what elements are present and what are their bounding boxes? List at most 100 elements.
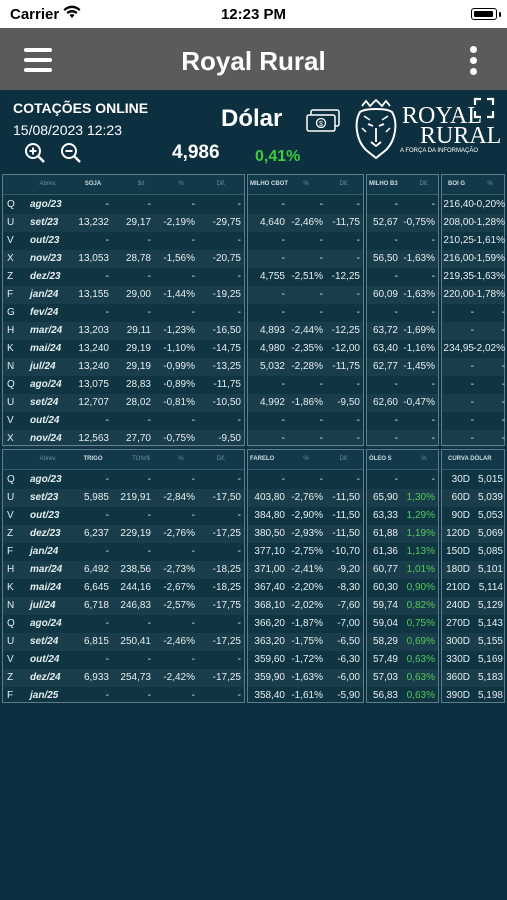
quote-cell: 208,00 (443, 217, 474, 228)
table-row: --- (248, 471, 363, 489)
quote-cell: -1,63% (291, 672, 323, 683)
quote-cell: -11,75 (332, 217, 360, 228)
quote-cell: - (237, 510, 241, 521)
quote-cell: -2,46% (163, 636, 195, 647)
zoom-in-icon[interactable] (24, 142, 46, 164)
quote-cell: -17,50 (212, 492, 241, 503)
contract-month: jan/24 (30, 546, 59, 557)
quote-cell: -1,72% (291, 654, 323, 665)
quote-cell: - (501, 307, 505, 318)
quote-cell: 1,19% (406, 528, 435, 539)
contract-code: Z (7, 528, 14, 539)
quote-cell: - (147, 618, 151, 629)
quote-cell: - (356, 433, 360, 444)
quote-cell: - (501, 325, 505, 336)
fullscreen-icon[interactable] (472, 96, 496, 120)
royal-rural-logo: ROYAL RURAL A FORÇA DA INFORMAÇÃO (352, 98, 501, 168)
quote-cell: -18,25 (212, 582, 241, 593)
contract-month: ago/24 (30, 379, 62, 390)
quote-cell: - (237, 654, 241, 665)
column-header: Abrev. (39, 181, 57, 187)
column-header: FARELO (250, 456, 275, 462)
quote-cell: -11,50 (332, 492, 360, 503)
table-row: 4,980 -2,35% -12,00 (248, 340, 363, 358)
more-options-icon[interactable] (469, 46, 477, 76)
table-row: 359,60 -1,72% -6,30 (248, 651, 363, 669)
quote-cell: -2,42% (163, 672, 195, 683)
quote-cell: 58,29 (372, 636, 398, 647)
quote-cell: -17,25 (212, 672, 241, 683)
quote-cell: - (105, 690, 109, 701)
quote-cell: -2,67% (163, 582, 195, 593)
menu-icon[interactable] (24, 48, 52, 72)
quote-cell: -2,73% (163, 564, 195, 575)
quote-cell: -9,20 (337, 564, 360, 575)
table-row: 208,00 -1,28% (442, 214, 505, 232)
quote-cell: - (281, 253, 285, 264)
quote-cell: 244,16 (120, 582, 151, 593)
contract-code: U (7, 636, 15, 647)
table-row: -- (442, 322, 505, 340)
table-row: 61,36 1,13% (367, 543, 438, 561)
contract-code: U (7, 397, 15, 408)
contract-code: N (7, 600, 15, 611)
quote-cell: -20,75 (212, 253, 241, 264)
quote-cell: -12,00 (331, 343, 360, 354)
quote-cell: 60,30 (372, 582, 398, 593)
quote-cell: - (356, 235, 360, 246)
table-row: -- (442, 304, 505, 322)
column-header: ÓLEO S (369, 456, 392, 462)
header-row: CURVA DÓLAR (442, 450, 504, 470)
table-row: 180D 5,101 (442, 561, 504, 579)
lion-logo-icon (355, 98, 397, 160)
contract-code: N (7, 361, 15, 372)
dollar-label: Dólar (221, 105, 283, 132)
quote-cell: 5,069 (477, 528, 503, 539)
quote-cell: - (147, 271, 151, 282)
quote-cell: - (105, 271, 109, 282)
column-header: TRIGO (83, 456, 103, 462)
table-row: 220,00 -1,78% (442, 286, 505, 304)
quote-cell: -10,70 (331, 546, 360, 557)
quote-cell: 1,29% (406, 510, 435, 521)
contract-month: out/24 (30, 415, 60, 426)
contract-code: Q (7, 474, 15, 485)
quote-cell: - (191, 618, 195, 629)
quote-cell: -13,25 (212, 361, 241, 372)
quote-cell: 219,91 (120, 492, 151, 503)
table-row: 56,50 -1,63% (367, 250, 438, 268)
zoom-out-icon[interactable] (60, 142, 82, 164)
quote-cell: 6,237 (83, 528, 109, 539)
table-row: 63,72 -1,69% (367, 322, 438, 340)
table-row: 360D 5,183 (442, 669, 504, 687)
quote-cell: - (237, 199, 241, 210)
quote-cell: - (319, 379, 323, 390)
quote-cell: - (319, 199, 323, 210)
logo-royal-text: ROYAL (402, 103, 483, 129)
header-row: MILHO CBOT% Dif. (248, 175, 363, 195)
quote-cell: -2,19% (163, 217, 195, 228)
quote-cell: - (431, 379, 435, 390)
quote-cell: 61,36 (372, 546, 398, 557)
contract-month: ago/23 (30, 474, 62, 485)
table-row: 367,40 -2,20% -8,30 (248, 579, 363, 597)
quote-cell: 238,56 (120, 564, 151, 575)
quote-cell: - (147, 474, 151, 485)
table-row: --- (248, 376, 363, 394)
table-row: 330D 5,169 (442, 651, 504, 669)
quote-cell: 60D (451, 492, 470, 503)
quote-cell: -1,45% (403, 361, 435, 372)
quote-cell: -1,56% (163, 253, 195, 264)
quote-cell: -6,30 (337, 654, 360, 665)
battery-tip (499, 12, 501, 17)
quote-cell: - (470, 415, 474, 426)
quote-cell: 0,63% (406, 690, 435, 701)
quote-cell: 57,03 (372, 672, 398, 683)
quote-cell: -2,57% (163, 600, 195, 611)
table-row: -- (442, 358, 505, 376)
